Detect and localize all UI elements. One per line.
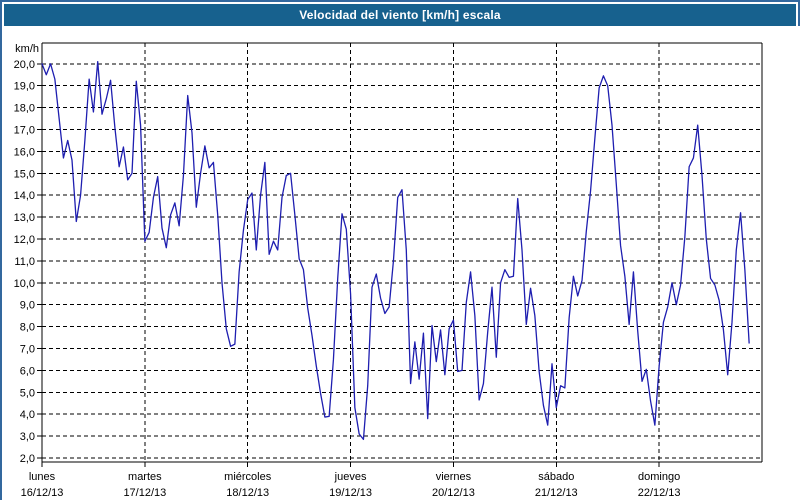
day-date-label: 21/12/13 bbox=[535, 487, 578, 499]
y-axis-tick-label: 17,0 bbox=[14, 125, 35, 137]
day-date-label: 18/12/13 bbox=[226, 487, 269, 499]
chart-title-bar: Velocidad del viento [km/h] escala bbox=[4, 4, 796, 26]
day-name-label: domingo bbox=[638, 471, 680, 483]
plot-area: 2,0 3,0 4,0 5,0 6,0 7,0 8,0 9,0 10,0 11,0 12,0 13,0… bbox=[2, 26, 800, 502]
y-axis-tick-label: 16,0 bbox=[14, 146, 35, 158]
day-name-label: viernes bbox=[436, 471, 472, 483]
y-axis-tick-label: 18,0 bbox=[14, 103, 35, 115]
day-name-label: martes bbox=[128, 471, 162, 483]
wind-speed-line bbox=[41, 60, 750, 441]
y-axis-tick-label: 13,0 bbox=[14, 212, 35, 224]
y-axis-tick-label: 6,0 bbox=[20, 365, 35, 377]
day-name-label: jueves bbox=[334, 471, 367, 483]
y-axis-tick-label: 8,0 bbox=[20, 322, 35, 334]
y-axis-tick-label: 12,0 bbox=[14, 234, 35, 246]
day-name-label: miércoles bbox=[224, 471, 272, 483]
y-axis-tick-label: 14,0 bbox=[14, 190, 35, 202]
y-axis-tick-label: 20,0 bbox=[14, 59, 35, 71]
day-date-label: 19/12/13 bbox=[329, 487, 372, 499]
wind-speed-chart: 2,0 3,0 4,0 5,0 6,0 7,0 8,0 9,0 10,0 11,0 12,0 13,0… bbox=[14, 42, 763, 499]
y-axis-tick-label: 4,0 bbox=[20, 409, 35, 421]
y-axis-tick-label: 7,0 bbox=[20, 344, 35, 356]
y-axis-tick-label: 9,0 bbox=[20, 300, 35, 312]
chart-title: Velocidad del viento [km/h] escala bbox=[299, 8, 501, 22]
y-axis-tick-label: 5,0 bbox=[20, 387, 35, 399]
day-date-label: 22/12/13 bbox=[638, 487, 681, 499]
y-axis-tick-label: 10,0 bbox=[14, 278, 35, 290]
y-axis-tick-label: 3,0 bbox=[20, 431, 35, 443]
y-axis-tick-label: 15,0 bbox=[14, 168, 35, 180]
day-name-label: lunes bbox=[29, 471, 56, 483]
y-axis-tick-label: 11,0 bbox=[14, 256, 35, 268]
day-date-label: 16/12/13 bbox=[21, 487, 64, 499]
y-axis-tick-label: 2,0 bbox=[20, 453, 35, 465]
day-name-label: sábado bbox=[538, 471, 574, 483]
day-date-label: 17/12/13 bbox=[123, 487, 166, 499]
day-date-label: 20/12/13 bbox=[432, 487, 475, 499]
y-axis-tick-label: 19,0 bbox=[14, 81, 35, 93]
y-axis-unit-label: km/h bbox=[15, 43, 39, 55]
